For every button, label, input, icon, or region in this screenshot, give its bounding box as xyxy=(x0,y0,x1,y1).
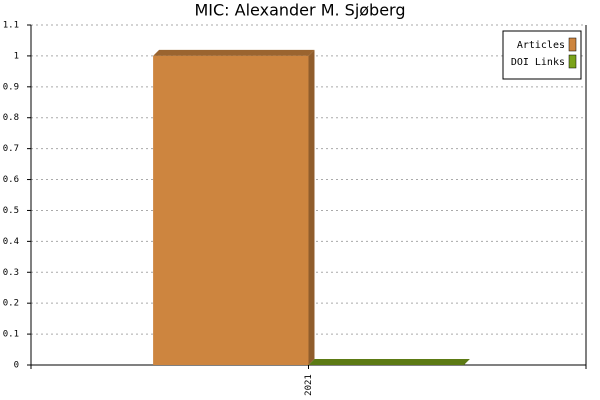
legend-label: Articles xyxy=(517,40,565,51)
bar xyxy=(153,55,309,366)
y-tick-label: 0.7 xyxy=(3,144,19,154)
bar-side xyxy=(308,49,315,366)
y-tick-label: 1.1 xyxy=(3,21,19,31)
y-tick-label: 0.1 xyxy=(3,330,19,340)
y-tick-label: 0.2 xyxy=(3,299,19,309)
legend-swatch xyxy=(568,54,577,69)
y-tick-label: 0.3 xyxy=(3,268,19,278)
legend-swatch xyxy=(568,37,577,52)
y-tick-label: 0.6 xyxy=(3,175,19,185)
x-tick-label: 2021 xyxy=(304,374,314,396)
y-tick-label: 0 xyxy=(14,361,19,371)
y-tick-label: 0.4 xyxy=(3,237,19,247)
y-tick-label: 0.9 xyxy=(3,82,19,92)
bar-top xyxy=(308,359,470,365)
y-tick-label: 1 xyxy=(14,51,19,61)
bar-top xyxy=(153,49,315,56)
legend-label: DOI Links xyxy=(511,57,565,68)
y-tick-label: 0.5 xyxy=(3,206,19,216)
legend-box xyxy=(502,30,582,80)
chart-title: MIC: Alexander M. Sjøberg xyxy=(194,1,405,20)
y-tick-label: 0.8 xyxy=(3,113,19,123)
